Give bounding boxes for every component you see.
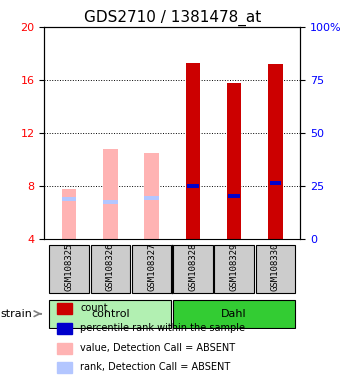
Bar	[57, 343, 73, 354]
Bar	[57, 303, 73, 314]
Bar	[62, 197, 76, 201]
Bar	[57, 323, 73, 334]
Bar	[62, 189, 76, 239]
Bar	[103, 149, 118, 239]
Bar	[144, 153, 159, 239]
FancyBboxPatch shape	[214, 245, 254, 293]
Text: GSM108329: GSM108329	[229, 243, 239, 291]
Bar	[186, 63, 200, 239]
Text: GSM108325: GSM108325	[64, 243, 74, 291]
Bar	[227, 83, 241, 239]
Text: GSM108330: GSM108330	[271, 243, 280, 291]
FancyBboxPatch shape	[132, 245, 172, 293]
Text: GSM108328: GSM108328	[188, 243, 197, 291]
Title: GDS2710 / 1381478_at: GDS2710 / 1381478_at	[84, 9, 261, 25]
FancyBboxPatch shape	[90, 245, 130, 293]
Text: rank, Detection Call = ABSENT: rank, Detection Call = ABSENT	[80, 362, 231, 372]
Bar	[268, 64, 283, 239]
Text: count: count	[80, 303, 108, 313]
FancyBboxPatch shape	[255, 245, 295, 293]
Text: GSM108327: GSM108327	[147, 243, 156, 291]
FancyBboxPatch shape	[49, 245, 89, 293]
Bar	[187, 184, 198, 188]
Bar	[228, 194, 240, 199]
Text: percentile rank within the sample: percentile rank within the sample	[80, 323, 245, 333]
Bar	[103, 200, 118, 204]
Text: value, Detection Call = ABSENT: value, Detection Call = ABSENT	[80, 343, 235, 353]
Bar	[269, 181, 281, 185]
Bar	[144, 196, 159, 200]
FancyBboxPatch shape	[173, 245, 213, 293]
Bar	[57, 362, 73, 373]
Text: GSM108326: GSM108326	[106, 243, 115, 291]
